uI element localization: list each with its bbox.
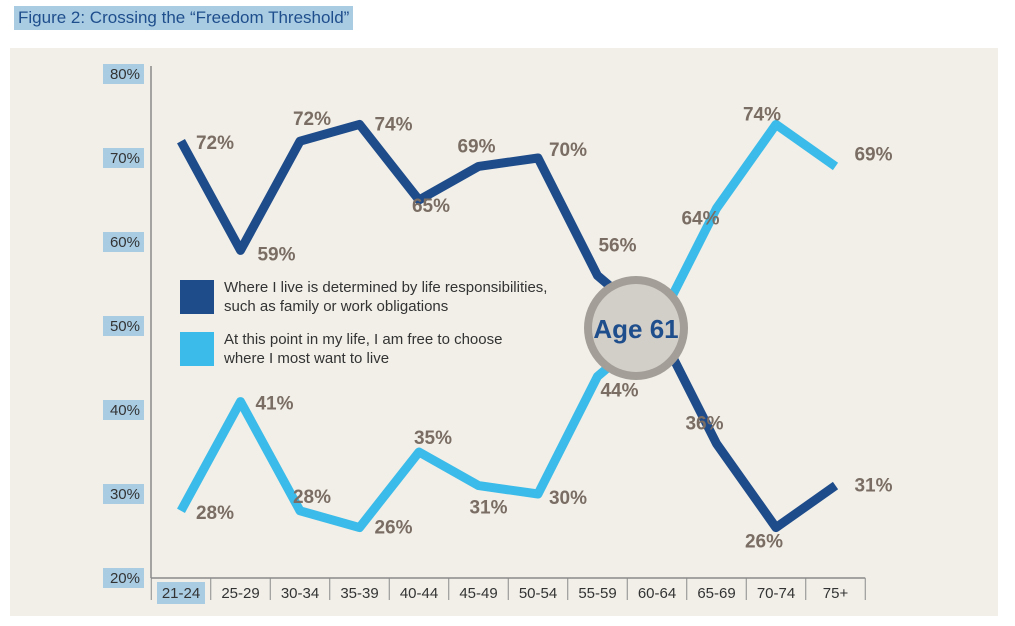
legend-label: such as family or work obligations [224, 298, 448, 315]
series-lines [177, 119, 839, 533]
y-tick-highlight [103, 484, 144, 504]
series-line-free-to-choose [177, 119, 839, 533]
data-label: 28% [196, 503, 234, 524]
y-tick-highlight [103, 148, 144, 168]
figure-title: Figure 2: Crossing the “Freedom Threshol… [14, 6, 354, 30]
data-label: 30% [549, 488, 587, 509]
data-label: 28% [293, 487, 331, 508]
data-label: 64% [681, 208, 719, 229]
y-tick-highlight [103, 316, 144, 336]
x-tick-label: 65-69 [697, 585, 735, 602]
x-tick-label: 60-64 [638, 585, 676, 602]
data-label: 41% [255, 394, 293, 415]
x-tick-label: 75+ [823, 585, 849, 602]
x-tick-label: 70-74 [757, 585, 795, 602]
data-label: 59% [257, 244, 295, 265]
data-label: 31% [854, 476, 892, 497]
y-tick-label: 80% [110, 66, 140, 83]
x-tick-label: 25-29 [221, 585, 259, 602]
y-tick-highlight [103, 400, 144, 420]
y-axis: 20% 30% 40% 50% 60% 70% 80% [103, 64, 152, 588]
legend: Where I live is determined by life respo… [180, 279, 547, 367]
data-label: 26% [374, 518, 412, 539]
data-label: 35% [414, 428, 452, 449]
x-tick-label: 40-44 [400, 585, 438, 602]
y-tick-highlight [103, 232, 144, 252]
data-labels: 72% 59% 72% 74% 65% 69% 70% 56% 36% 26% 31% 28% 41% 2… [196, 104, 893, 552]
data-label: 26% [745, 532, 783, 553]
x-tick-highlight [157, 582, 205, 604]
data-label: 56% [598, 236, 636, 257]
callout-label: Age 61 [593, 314, 678, 344]
data-label: 72% [293, 109, 331, 130]
series-line-life-responsibilities [177, 119, 839, 533]
data-label: 65% [412, 196, 450, 217]
data-label: 31% [469, 498, 507, 519]
legend-swatch [180, 332, 214, 366]
age-callout: Age 61 [584, 276, 688, 380]
legend-label: At this point in my life, I am free to c… [224, 331, 502, 348]
x-tick-label: 21-24 [162, 585, 200, 602]
y-tick-label: 40% [110, 402, 140, 419]
y-tick-label: 30% [110, 486, 140, 503]
y-tick-highlight [103, 568, 144, 588]
data-label: 69% [457, 136, 495, 157]
data-label: 44% [600, 380, 638, 401]
x-tick-label: 50-54 [519, 585, 557, 602]
data-label: 69% [854, 144, 892, 165]
y-tick-label: 20% [110, 570, 140, 587]
y-tick-label: 60% [110, 234, 140, 251]
legend-label: where I most want to live [223, 350, 389, 367]
legend-swatch [180, 280, 214, 314]
legend-label: Where I live is determined by life respo… [224, 279, 547, 296]
data-label: 74% [374, 114, 412, 135]
chart-panel [10, 48, 998, 616]
x-axis: 21-24 25-29 30-34 35-39 40-44 45-49 50-54 55-59… [150, 577, 866, 604]
x-tick-label: 30-34 [281, 585, 319, 602]
y-tick-highlight [103, 64, 144, 84]
y-tick-label: 70% [110, 150, 140, 167]
data-label: 70% [549, 140, 587, 161]
x-tick-label: 45-49 [459, 585, 497, 602]
data-label: 74% [743, 104, 781, 125]
data-label: 36% [685, 414, 723, 435]
callout-disc [592, 284, 680, 372]
x-tick-label: 35-39 [340, 585, 378, 602]
y-tick-label: 50% [110, 318, 140, 335]
data-label: 72% [196, 133, 234, 154]
x-tick-label: 55-59 [578, 585, 616, 602]
